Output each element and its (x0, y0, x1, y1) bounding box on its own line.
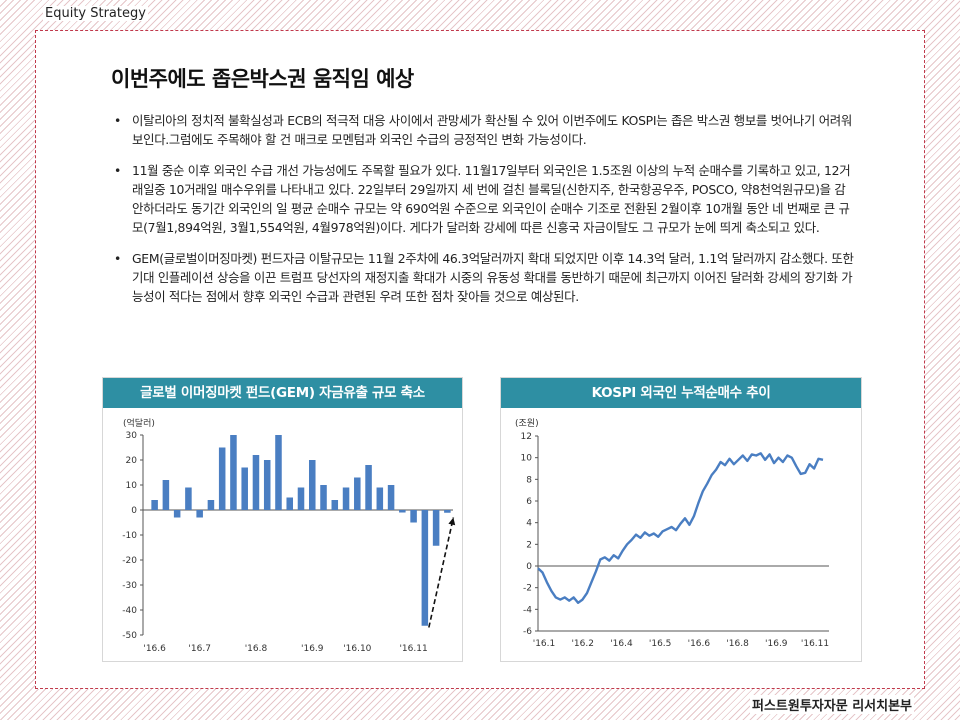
x-tick-label: '16.9 (301, 644, 324, 654)
bar (185, 487, 192, 510)
bar (207, 500, 215, 510)
y-tick-label: 8 (526, 475, 532, 485)
bar (263, 460, 271, 510)
x-tick-label: '16.7 (188, 644, 211, 654)
bar (196, 510, 203, 518)
bar (173, 510, 181, 518)
bar (444, 510, 451, 513)
bullet-item: 이탈리아의 정치적 불확실성과 ECB의 적극적 대응 사이에서 관망세가 확산… (114, 111, 854, 149)
bar (218, 447, 226, 510)
bar (399, 510, 406, 513)
y-tick-label: 4 (526, 519, 532, 529)
bar (331, 500, 339, 510)
bullet-item: GEM(글로벌이머징마켓) 펀드자금 이탈규모는 11월 2주차에 46.3억달… (114, 249, 854, 306)
x-tick-label: '16.11 (801, 639, 829, 649)
bar (151, 500, 158, 510)
y-tick-label: 20 (126, 456, 138, 466)
y-tick-label: -40 (122, 606, 137, 616)
bar (342, 487, 350, 510)
chart-unit-label: (조원) (515, 418, 539, 429)
bullet-item: 11월 중순 이후 외국인 수급 개선 가능성에도 주목할 필요가 있다. 11… (114, 161, 854, 237)
y-tick-label: 10 (521, 454, 533, 464)
chart-gem-svg: (억달러) 30 20 10 0 -10 -20 -30 -40 -50 '16.6 '16.7 '1… (122, 417, 456, 654)
bullet-list: 이탈리아의 정치적 불확실성과 ECB의 적극적 대응 사이에서 관망세가 확산… (114, 111, 854, 318)
trend-arrow-head (448, 517, 456, 526)
trend-arrow-line (428, 517, 455, 628)
footer-label: 퍼스트원투자자문 리서치본부 (749, 695, 914, 714)
bar (252, 455, 260, 510)
y-tick-label: -4 (523, 605, 532, 615)
bar (308, 460, 316, 510)
chart-kospi-foreign-net-buy: KOSPI 외국인 누적순매수 추이 (조원) 12 10 8 6 4 2 0 -2 -4 -6 '… (500, 377, 862, 662)
y-tick-label: -10 (122, 531, 137, 541)
bar (297, 487, 305, 510)
bar (365, 465, 372, 510)
x-tick-label: '16.1 (533, 639, 556, 649)
y-tick-label: -30 (122, 581, 137, 591)
y-tick-label: -50 (122, 631, 137, 641)
bar (376, 487, 384, 510)
chart-title: 글로벌 이머징마켓 펀드(GEM) 자금유출 규모 축소 (103, 378, 462, 408)
bar (275, 435, 282, 510)
y-tick-label: -6 (523, 627, 532, 637)
chart-unit-label: (억달러) (123, 417, 155, 429)
header-label: Equity Strategy (43, 6, 148, 21)
bar (320, 485, 327, 510)
bar (162, 480, 170, 510)
x-tick-label: '16.4 (610, 639, 633, 649)
y-tick-label: 2 (526, 540, 532, 550)
bar (387, 485, 395, 510)
y-tick-label: 12 (521, 432, 532, 442)
y-tick-label: 0 (131, 506, 137, 516)
bar (286, 497, 294, 510)
bar (432, 510, 440, 546)
x-tick-label: '16.8 (245, 644, 268, 654)
chart-gem-fund-flows: 글로벌 이머징마켓 펀드(GEM) 자금유출 규모 축소 (억달러) 30 20 1… (102, 377, 463, 662)
y-tick-label: -20 (122, 556, 137, 566)
y-tick-label: 30 (126, 431, 138, 441)
x-tick-label: '16.5 (649, 639, 672, 649)
bar (354, 477, 361, 510)
bar (421, 510, 429, 626)
x-tick-label: '16.6 (143, 644, 166, 654)
y-tick-label: 10 (126, 481, 138, 491)
series-line (537, 452, 824, 605)
page-title: 이번주에도 좁은박스권 움직임 예상 (111, 67, 414, 91)
chart-title: KOSPI 외국인 누적순매수 추이 (501, 378, 861, 408)
bar (410, 510, 417, 523)
y-tick-label: 6 (526, 497, 532, 507)
bar (230, 435, 237, 510)
x-tick-label: '16.2 (571, 639, 594, 649)
x-tick-label: '16.11 (399, 644, 427, 654)
bar (241, 467, 248, 510)
y-tick-label: 0 (526, 562, 532, 572)
y-tick-label: -2 (523, 584, 532, 594)
chart-kospi-svg: (조원) 12 10 8 6 4 2 0 -2 -4 -6'16.1 '16.2 '16.4 '16.5… (515, 418, 829, 649)
x-tick-label: '16.9 (765, 639, 788, 649)
x-tick-label: '16.6 (688, 639, 711, 649)
x-tick-label: '16.8 (726, 639, 749, 649)
x-tick-label: '16.10 (343, 644, 372, 654)
